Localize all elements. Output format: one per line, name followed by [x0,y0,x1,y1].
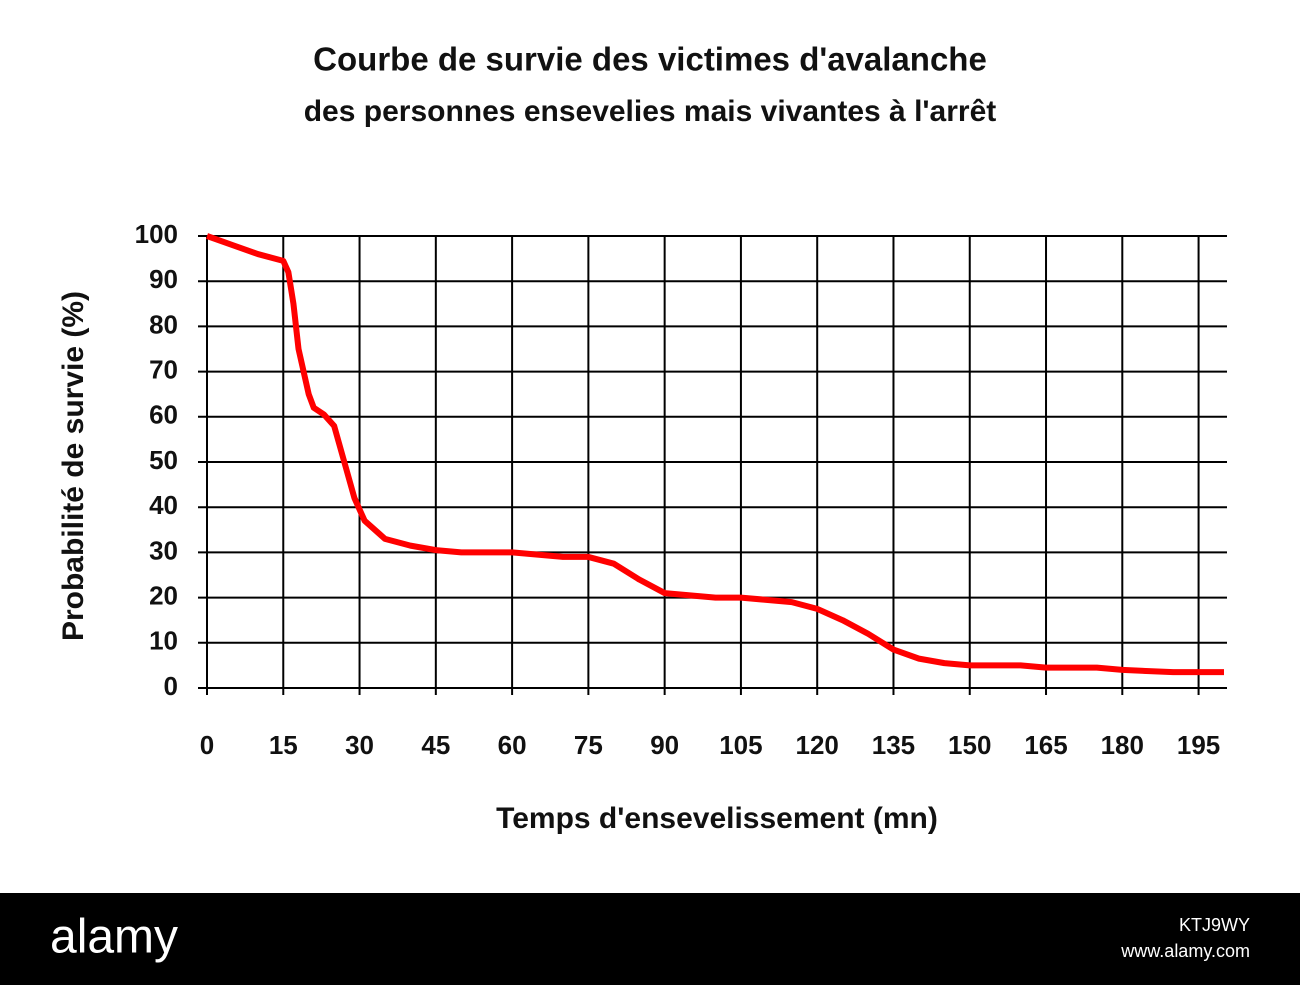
y-tick-label: 100 [135,219,178,249]
x-tick-label: 135 [872,730,915,760]
footer-bar [0,893,1300,985]
x-tick-label: 30 [345,730,374,760]
chart-subtitle: des personnes ensevelies mais vivantes à… [304,95,997,128]
footer-site: www.alamy.com [1120,941,1250,961]
survival-line [205,233,1224,676]
footer-id: KTJ9WY [1179,915,1250,935]
x-tick-label: 75 [574,730,603,760]
x-tick-label: 180 [1101,730,1144,760]
x-tick-label: 15 [269,730,298,760]
y-tick-label: 40 [149,490,178,520]
y-tick-label: 50 [149,445,178,475]
x-tick-label: 105 [719,730,762,760]
x-tick-label: 195 [1177,730,1220,760]
y-tick-label: 0 [164,671,178,701]
y-tick-label: 80 [149,309,178,339]
x-tick-label: 45 [421,730,450,760]
x-tick-label: 120 [796,730,839,760]
y-tick-label: 90 [149,264,178,294]
x-tick-label: 60 [498,730,527,760]
background [0,0,1300,893]
chart-title: Courbe de survie des victimes d'avalanch… [313,41,987,78]
y-tick-label: 20 [149,580,178,610]
y-tick-label: 60 [149,400,178,430]
y-tick-label: 70 [149,354,178,384]
x-tick-label: 165 [1024,730,1067,760]
footer-brand: alamy [50,911,178,964]
y-tick-label: 30 [149,535,178,565]
x-tick-label: 90 [650,730,679,760]
x-tick-label: 0 [200,730,214,760]
x-tick-label: 150 [948,730,991,760]
y-tick-label: 10 [149,626,178,656]
x-axis-title: Temps d'ensevelissement (mn) [496,802,938,835]
y-axis-title: Probabilité de survie (%) [57,291,90,641]
